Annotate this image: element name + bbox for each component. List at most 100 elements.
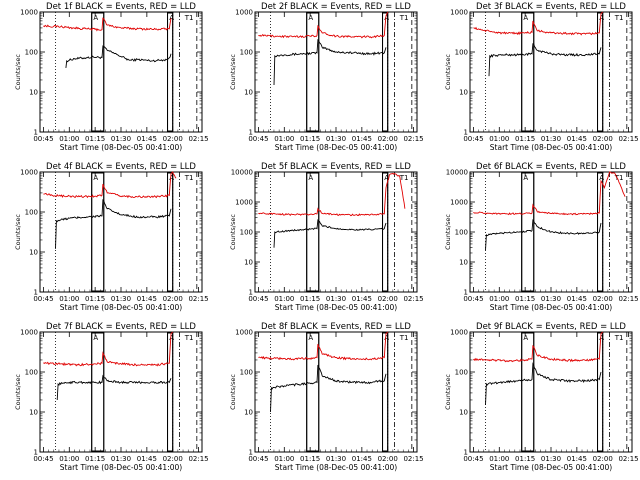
y-axis-label: Counts/sec	[14, 54, 22, 90]
x-tick-label: 01:45	[567, 295, 587, 303]
plot-frame	[469, 11, 633, 133]
x-tick-label: 01:30	[326, 135, 346, 143]
x-tick-label: 01:45	[567, 135, 587, 143]
events-series-line	[488, 43, 602, 77]
x-tick-label: 01:00	[274, 295, 294, 303]
x-tick-label: 01:15	[85, 295, 105, 303]
plot-frame	[39, 331, 203, 453]
panel-4: Det 4f BLACK = Events, RED = LLD 1 10 100 10…	[14, 162, 209, 312]
marker-label: A	[169, 334, 174, 342]
plot-frame	[39, 11, 203, 133]
y-tick-label: 1000	[235, 199, 253, 207]
x-axis-label: Start Time (08-Dec-05 00:41:00)	[275, 303, 397, 312]
interval-box	[521, 332, 535, 452]
y-tick-label: 1	[249, 129, 253, 137]
marker-label: A	[599, 174, 604, 182]
x-tick-label: 02:15	[188, 455, 208, 463]
x-tick-label: 02:15	[403, 135, 423, 143]
panel-title: Det 2f BLACK = Events, RED = LLD	[261, 2, 411, 12]
x-tick-label: 01:45	[137, 135, 157, 143]
lld-series-line	[473, 11, 604, 36]
events-series-line	[273, 218, 387, 248]
x-tick-label: 01:45	[352, 295, 372, 303]
y-tick-label: 10	[29, 249, 38, 257]
y-tick-label: 1000	[450, 9, 468, 17]
events-series-line	[485, 362, 602, 406]
y-tick-label: 10000	[231, 169, 253, 177]
x-axis-label: Start Time (08-Dec-05 00:41:00)	[60, 463, 182, 472]
x-tick-label: 01:00	[59, 295, 79, 303]
y-tick-label: 10	[459, 259, 468, 267]
x-tick-label: 00:45	[248, 135, 268, 143]
marker-label: A	[169, 174, 174, 182]
x-tick-label: 00:45	[33, 295, 53, 303]
x-tick-label: 01:30	[326, 295, 346, 303]
x-tick-label: 01:45	[137, 455, 157, 463]
x-tick-label: 00:45	[248, 455, 268, 463]
x-tick-label: 02:15	[618, 135, 638, 143]
plot-frame	[39, 171, 203, 293]
interval-box	[306, 332, 320, 452]
interval-box	[382, 332, 389, 452]
x-tick-label: 01:15	[300, 135, 320, 143]
panel-title: Det 5f BLACK = Events, RED = LLD	[261, 162, 411, 172]
x-tick-label: 02:00	[593, 295, 613, 303]
x-tick-label: 01:00	[489, 455, 509, 463]
panel-title: Det 1f BLACK = Events, RED = LLD	[46, 2, 196, 12]
events-series-line	[273, 38, 387, 86]
marker-label: T1	[399, 14, 409, 22]
lld-series-line	[43, 17, 172, 32]
x-tick-label: 01:00	[59, 455, 79, 463]
y-tick-label: 100	[455, 229, 468, 237]
y-tick-label: 1000	[235, 9, 253, 17]
x-tick-label: 01:30	[541, 455, 561, 463]
y-tick-label: 10	[29, 89, 38, 97]
y-tick-label: 1000	[20, 329, 38, 337]
marker-label: T1	[184, 334, 194, 342]
y-tick-label: 10	[244, 89, 253, 97]
marker-label: A	[523, 334, 528, 342]
y-tick-label: 1	[249, 289, 253, 297]
panel-title: Det 9f BLACK = Events, RED = LLD	[476, 322, 626, 332]
x-tick-label: 02:15	[403, 295, 423, 303]
panel-9: Det 9f BLACK = Events, RED = LLD 1 10 100 10…	[444, 322, 639, 472]
x-tick-label: 02:00	[378, 455, 398, 463]
panel-title: Det 4f BLACK = Events, RED = LLD	[46, 162, 196, 172]
marker-label: A	[384, 174, 389, 182]
interval-box	[382, 172, 389, 292]
lld-series-line	[43, 331, 174, 367]
panel-title: Det 8f BLACK = Events, RED = LLD	[261, 322, 411, 332]
x-axis-label: Start Time (08-Dec-05 00:41:00)	[490, 303, 612, 312]
panel-2: Det 2f BLACK = Events, RED = LLD 1 10 100 10…	[229, 2, 424, 152]
y-axis-label: Counts/sec	[229, 214, 237, 250]
x-tick-label: 00:45	[463, 295, 483, 303]
panel-5: Det 5f BLACK = Events, RED = LLD 1 10 100 10…	[229, 162, 424, 312]
y-axis-label: Counts/sec	[229, 374, 237, 410]
x-tick-label: 01:00	[59, 135, 79, 143]
plot-frame	[254, 11, 418, 133]
interval-box	[597, 332, 604, 452]
x-tick-label: 02:00	[163, 455, 183, 463]
x-tick-label: 00:45	[33, 135, 53, 143]
x-tick-label: 02:00	[378, 135, 398, 143]
x-tick-label: 01:00	[489, 135, 509, 143]
marker-label: A	[523, 174, 528, 182]
marker-label: T1	[614, 334, 624, 342]
y-tick-label: 1	[34, 129, 38, 137]
marker-label: A	[599, 334, 604, 342]
x-tick-label: 01:00	[274, 455, 294, 463]
x-tick-label: 01:30	[541, 135, 561, 143]
x-tick-label: 01:30	[111, 455, 131, 463]
x-tick-label: 01:30	[326, 455, 346, 463]
x-tick-label: 01:45	[137, 295, 157, 303]
x-axis-label: Start Time (08-Dec-05 00:41:00)	[275, 143, 397, 152]
y-axis-label: Counts/sec	[14, 374, 22, 410]
marker-label: A	[384, 334, 389, 342]
events-series-line	[56, 374, 172, 401]
x-axis-label: Start Time (08-Dec-05 00:41:00)	[275, 463, 397, 472]
y-axis-label: Counts/sec	[14, 214, 22, 250]
x-tick-label: 02:15	[188, 135, 208, 143]
panel-3: Det 3f BLACK = Events, RED = LLD 1 10 100 10…	[444, 2, 639, 152]
x-tick-label: 02:00	[163, 135, 183, 143]
marker-label: T1	[184, 174, 194, 182]
